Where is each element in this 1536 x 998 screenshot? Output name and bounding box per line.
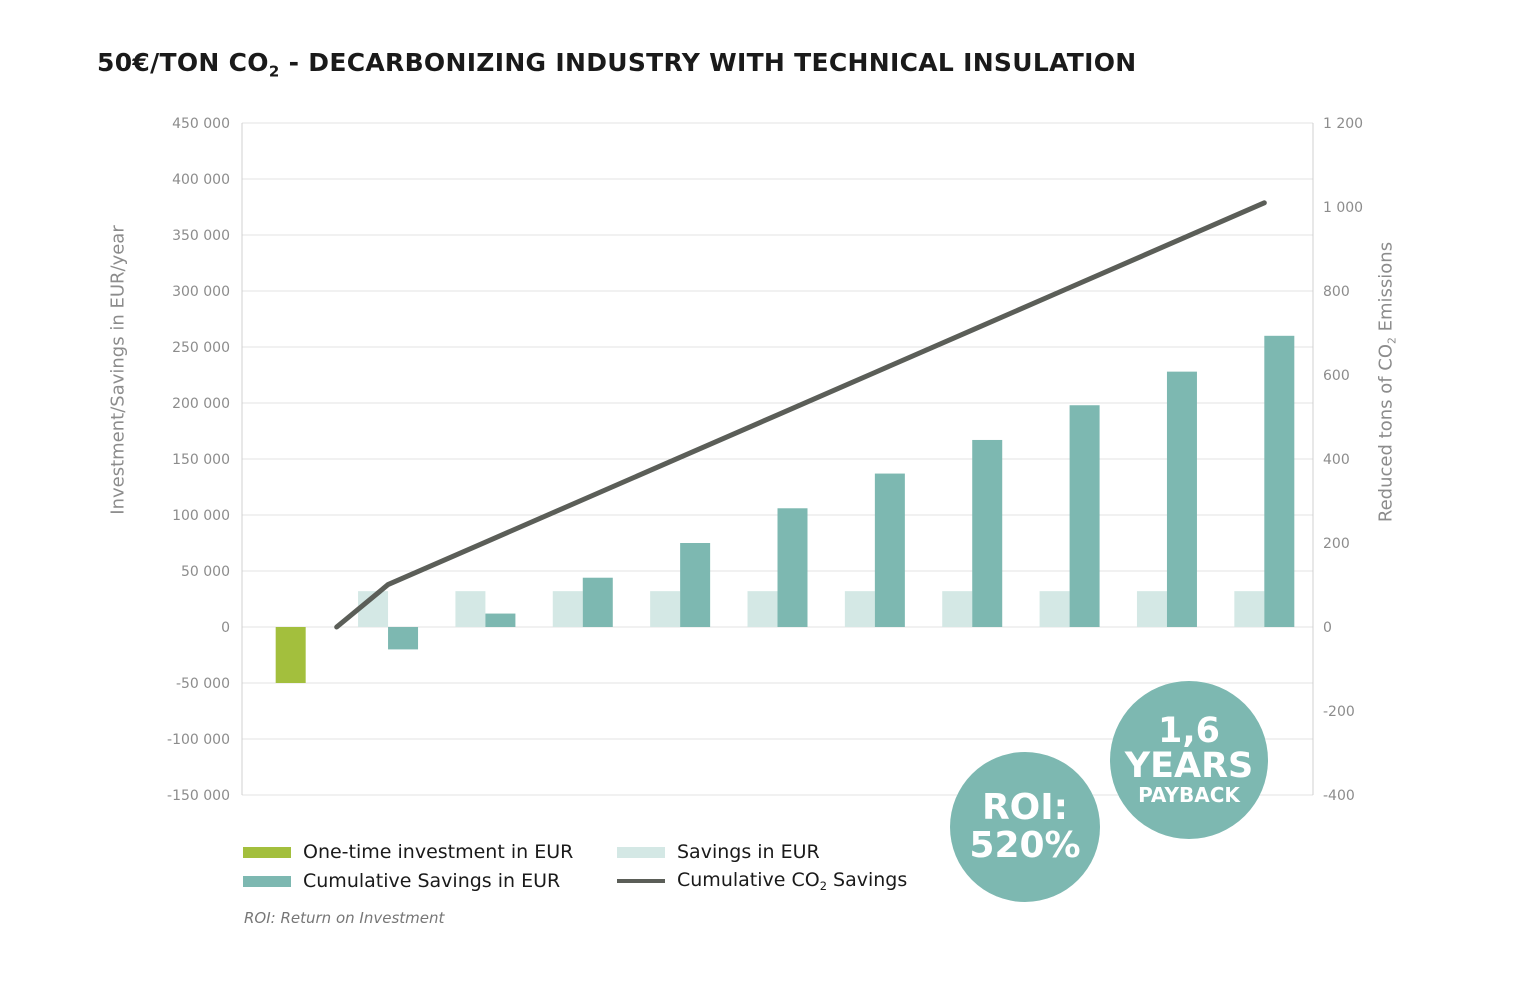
left-tick-label: 300 000 (172, 284, 230, 300)
left-tick-label: 200 000 (172, 396, 230, 412)
left-tick-label: -150 000 (167, 788, 230, 804)
right-tick-label: 600 (1323, 368, 1350, 384)
bar-savings (650, 591, 681, 627)
bar-cumulative (1166, 371, 1197, 627)
left-tick-label: 350 000 (172, 228, 230, 244)
bar-cumulative (680, 543, 711, 627)
bar-savings (844, 591, 875, 627)
legend-item-co2: Cumulative CO2 Savings (617, 869, 907, 893)
legend-swatch-investment (243, 846, 291, 858)
left-tick-label: 50 000 (181, 564, 230, 580)
left-tick-label: -100 000 (167, 732, 230, 748)
bar-investment (275, 627, 306, 683)
left-tick-label: 400 000 (172, 172, 230, 188)
bar-cumulative (1069, 405, 1100, 627)
left-tick-label: 450 000 (172, 116, 230, 132)
right-tick-label: 800 (1323, 284, 1350, 300)
bar-cumulative (1264, 335, 1295, 627)
right-axis-label: Reduced tons of CO2 Emissions (1375, 241, 1399, 523)
payback-badge-line1: 1,6 (1157, 711, 1220, 751)
roi-badge: ROI: 520% (950, 752, 1100, 902)
right-tick-label: -400 (1323, 788, 1355, 804)
right-tick-label: 1 200 (1323, 116, 1363, 132)
left-tick-label: 100 000 (172, 508, 230, 524)
roi-badge-line1: ROI: (981, 787, 1069, 828)
bar-cumulative (388, 627, 419, 650)
left-tick-label: 150 000 (172, 452, 230, 468)
payback-badge-line2: YEARS (1124, 746, 1254, 786)
bar-cumulative (874, 473, 905, 627)
bar-cumulative (777, 508, 808, 627)
bar-savings (942, 591, 973, 627)
left-tick-label: 0 (221, 620, 230, 636)
payback-badge-line3: PAYBACK (1138, 783, 1240, 807)
left-tick-label: 250 000 (172, 340, 230, 356)
legend-swatch-co2 (617, 878, 665, 883)
legend-swatch-cumulative (243, 875, 291, 887)
bar-savings (1234, 591, 1265, 627)
roi-badge-line2: 520% (969, 825, 1081, 866)
bar-savings (1039, 591, 1070, 627)
right-tick-label: -200 (1323, 704, 1355, 720)
right-tick-label: 0 (1323, 620, 1332, 636)
legend-swatch-savings (617, 846, 665, 858)
right-tick-label: 400 (1323, 452, 1350, 468)
left-axis-label: Investment/Savings in EUR/year (107, 225, 129, 515)
bar-cumulative (582, 577, 613, 627)
bar-savings (747, 591, 778, 627)
legend-label-savings: Savings in EUR (677, 841, 820, 863)
payback-badge: 1,6 YEARS PAYBACK (1110, 681, 1268, 839)
legend-item-investment: One-time investment in EUR (243, 841, 573, 863)
footnote: ROI: Return on Investment (244, 909, 445, 927)
legend-label-investment: One-time investment in EUR (303, 841, 574, 863)
co2-savings-line (334, 200, 1267, 630)
left-tick-label: -50 000 (176, 676, 230, 692)
bar-savings (455, 591, 486, 627)
right-tick-label: 200 (1323, 536, 1350, 552)
legend-label-cumulative: Cumulative Savings in EUR (303, 870, 561, 892)
bar-savings (552, 591, 583, 627)
legend-label-co2: Cumulative CO2 Savings (677, 869, 908, 893)
bar-cumulative (972, 439, 1003, 627)
bar-cumulative (485, 613, 516, 627)
legend-item-cumulative: Cumulative Savings in EUR (243, 870, 560, 892)
bar-savings (1136, 591, 1167, 627)
right-tick-label: 1 000 (1323, 200, 1363, 216)
legend-item-savings: Savings in EUR (617, 841, 820, 863)
chart-title: 50€/TON CO2 - DECARBONIZING INDUSTRY WIT… (97, 48, 1137, 81)
